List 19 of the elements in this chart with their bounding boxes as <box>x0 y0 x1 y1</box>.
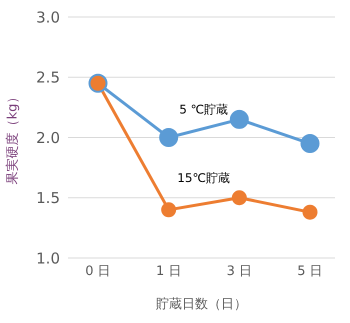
point <box>302 204 318 220</box>
point <box>161 202 176 218</box>
y-tick-label: 1.5 <box>36 189 60 208</box>
y-tick-label: 1.0 <box>36 249 60 268</box>
series-label: 15℃貯蔵 <box>177 170 230 185</box>
y-tick-label: 2.5 <box>36 68 60 87</box>
point <box>232 190 247 206</box>
point <box>230 110 249 129</box>
series-label: 5 ℃貯蔵 <box>179 102 228 116</box>
point <box>159 128 178 147</box>
y-tick-label: 2.0 <box>36 128 60 147</box>
x-tick-label: 5 日 <box>297 264 323 280</box>
x-axis-title: 貯蔵日数（日） <box>156 297 247 312</box>
x-tick-label: 0 日 <box>85 264 111 280</box>
point <box>300 134 320 154</box>
x-tick-label: 1 日 <box>156 264 182 280</box>
y-tick-label: 3.0 <box>36 8 60 26</box>
x-tick-label: 3 日 <box>226 264 252 280</box>
y-axis-title: 果実硬度（kg） <box>4 90 21 184</box>
